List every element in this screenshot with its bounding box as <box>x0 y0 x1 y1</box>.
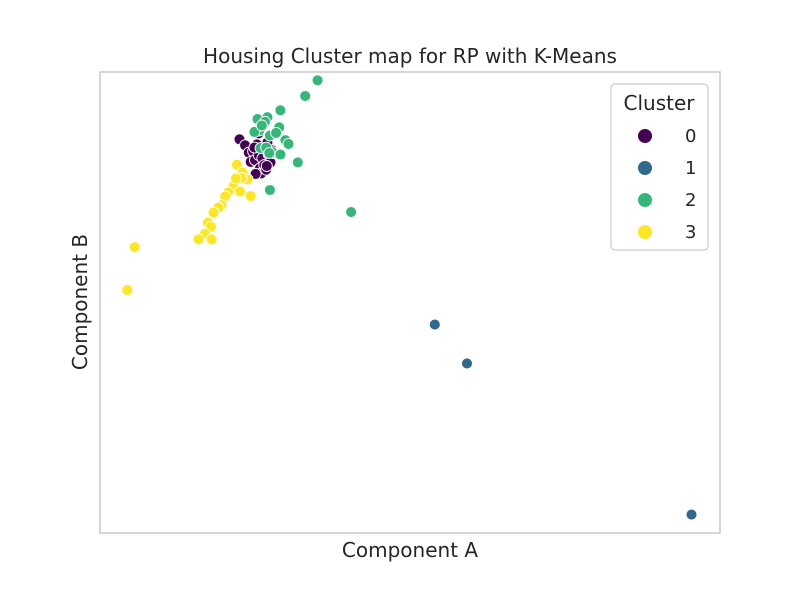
legend-box <box>610 83 709 251</box>
scatter-point-cluster-3-17 <box>205 233 218 246</box>
legend-label-cluster-0: 0 <box>685 126 696 147</box>
legend-marker-cluster-1 <box>637 160 653 176</box>
scatter-point-cluster-3-19 <box>234 185 247 198</box>
legend-items: 0 1 2 3 <box>637 126 696 243</box>
chart-title: Housing Cluster map for RP with K-Means <box>203 44 617 68</box>
scatter-point-cluster-2-15 <box>291 156 304 169</box>
scatter-point-cluster-1-2 <box>685 508 698 521</box>
scatter-point-cluster-1-0 <box>428 318 441 331</box>
scatter-point-cluster-2-1 <box>299 90 312 102</box>
scatter-point-cluster-3-16 <box>192 233 205 246</box>
scatter-point-cluster-2-21 <box>345 206 358 219</box>
scatter-point-cluster-3-7 <box>229 172 242 185</box>
x-axis-label: Component A <box>342 538 478 562</box>
scatter-point-cluster-1-1 <box>461 357 473 370</box>
legend-title: Cluster <box>624 91 696 115</box>
scatter-point-cluster-2-16 <box>282 137 295 150</box>
scatter-point-cluster-3-1 <box>121 284 134 297</box>
legend-label-cluster-2: 2 <box>685 190 696 211</box>
scatter-point-cluster-3-12 <box>207 206 220 219</box>
scatter-point-cluster-2-0 <box>311 74 324 87</box>
legend: Cluster 0 1 2 3 <box>610 83 709 251</box>
scatter-point-cluster-2-19 <box>274 148 287 161</box>
scatter-point-cluster-2-18 <box>263 147 276 160</box>
legend-marker-cluster-0 <box>637 128 653 144</box>
legend-marker-cluster-3 <box>637 224 653 240</box>
legend-marker-cluster-2 <box>637 192 653 208</box>
data-points <box>121 74 698 521</box>
scatter-point-cluster-0-20 <box>260 160 273 172</box>
scatter-point-cluster-2-20 <box>263 184 276 196</box>
scatter-point-cluster-2-13 <box>255 119 268 132</box>
y-axis-label: Component B <box>68 234 92 370</box>
scatter-point-cluster-3-18 <box>244 190 257 202</box>
legend-label-cluster-3: 3 <box>685 222 696 243</box>
scatter-point-cluster-3-0 <box>128 241 141 254</box>
scatter-point-cluster-2-12 <box>270 126 283 139</box>
legend-label-cluster-1: 1 <box>685 158 696 179</box>
scatter-point-cluster-2-2 <box>274 104 287 117</box>
